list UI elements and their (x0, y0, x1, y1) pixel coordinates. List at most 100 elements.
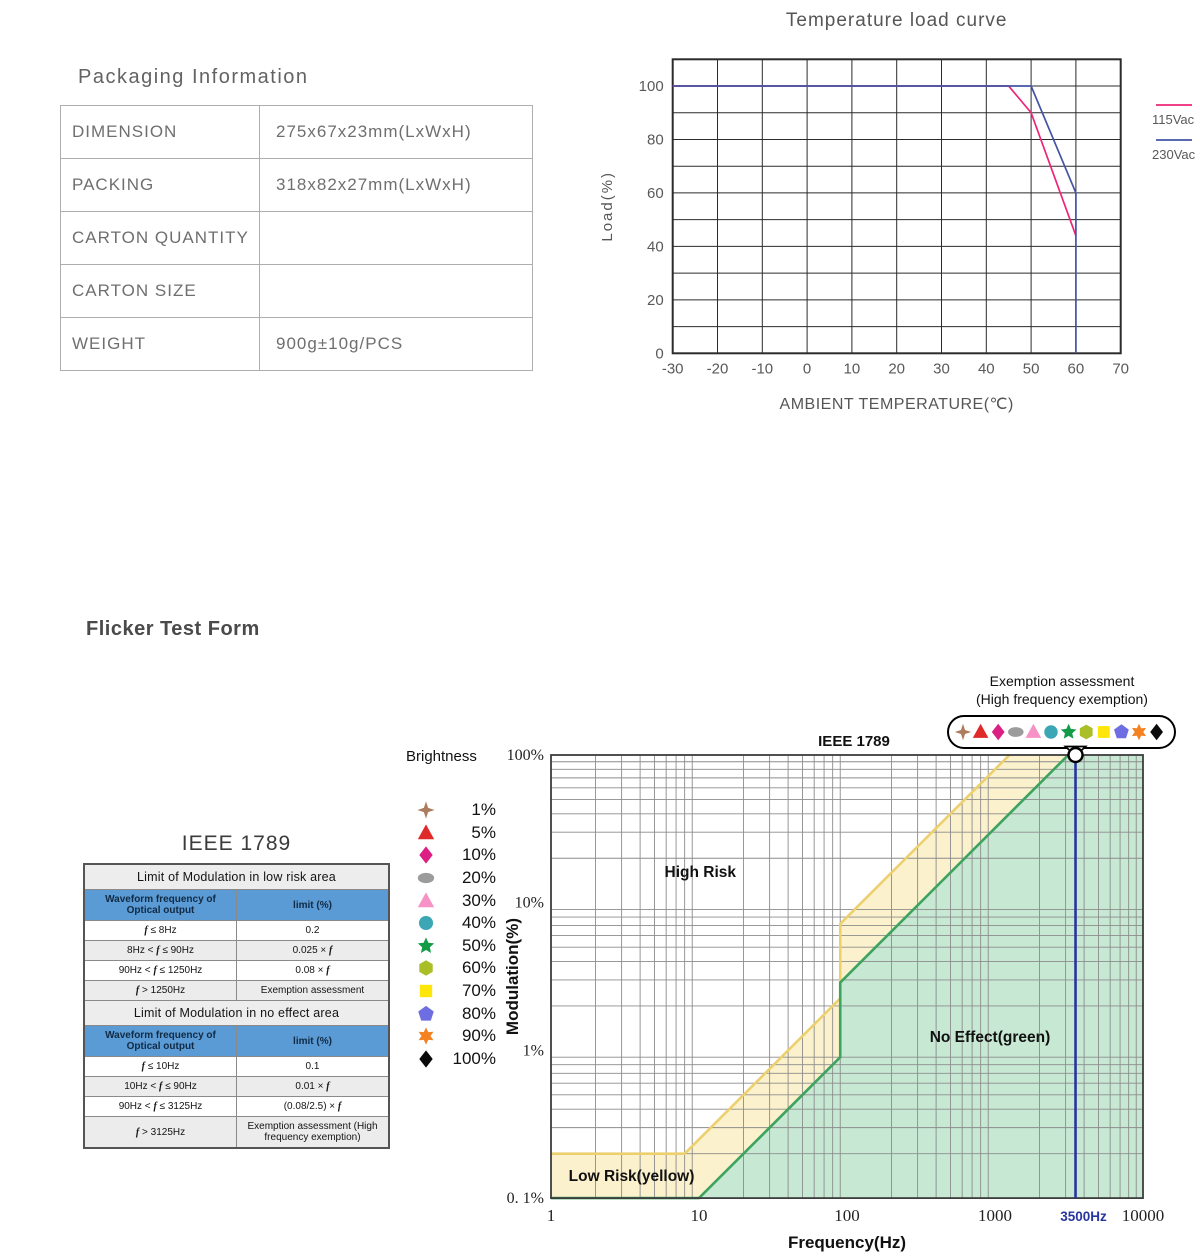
temp-chart-title: Temperature load curve (786, 10, 1008, 31)
diamond-marker-icon (419, 1050, 433, 1068)
temp-grid (672, 58, 1122, 354)
temp-legend-label: 115Vac (1152, 112, 1195, 127)
region-label: Low Risk(yellow) (569, 1168, 695, 1185)
exemption-marker-circle (1044, 725, 1058, 739)
modulation-frequency-cell: 90Hz < f ≤ 3125Hz (83, 1096, 237, 1117)
circle-marker-icon (418, 916, 434, 931)
region-label: No Effect(green) (930, 1029, 1051, 1046)
modulation-row-1-0: f ≤ 10Hz 0.1 (83, 1056, 390, 1077)
modulation-frequency-cell: 90Hz < f ≤ 1250Hz (83, 960, 237, 981)
diamond-marker-icon (419, 846, 433, 865)
brightness-legend-item: 30% (404, 889, 496, 912)
modulation-table-title: IEEE 1789 (181, 832, 292, 855)
temp-plot-border (671, 58, 1122, 355)
modulation-row-0-0: f ≤ 8Hz 0.2 (83, 920, 390, 941)
temp-xtick-label: 30 (933, 360, 950, 377)
modulation-col-header-limit: limit (%) (236, 1025, 390, 1057)
temp-xtick-label: 70 (1112, 360, 1129, 377)
packaging-section: Packaging Information DIMENSION 275x67x23… (60, 66, 535, 371)
temp-xtick-label: 20 (888, 360, 905, 377)
brightness-legend-item: 20% (404, 867, 496, 890)
brightness-item-label: 50% (461, 935, 496, 955)
brightness-item-label: 20% (461, 868, 496, 888)
temp-ytick-label: 100 (639, 78, 664, 95)
packaging-table: DIMENSION 275x67x23mm(LxWxH) PACKING 318x82… (60, 105, 533, 371)
flicker-ytick-label: 1% (523, 1042, 544, 1059)
packaging-value (259, 264, 533, 318)
modulation-limit-cell: 0.2 (236, 920, 390, 941)
ieee1789-flicker-chart: High Risk No Effect(green) Low Risk(yellow… (503, 673, 1176, 1252)
brightness-item-label: 90% (461, 1026, 496, 1046)
flicker-section-title: Flicker Test Form (86, 618, 260, 640)
temp-xtick-label: -20 (707, 360, 729, 377)
brightness-legend-items: 1% 5% 10% 20% 30% 40% 50% 60% 70% 80% 90% 100% (404, 799, 496, 1070)
region-label: High Risk (665, 864, 737, 881)
modulation-limit-cell: 0.1 (236, 1056, 390, 1077)
packaging-row-0: DIMENSION 275x67x23mm(LxWxH) (60, 105, 533, 159)
brightness-marker-diamond (419, 1050, 433, 1068)
temp-legend: 115Vac 230Vac (1152, 104, 1196, 162)
temp-xaxis-label: AMBIENT TEMPERATURE(℃) (780, 396, 1014, 413)
flicker-xtick-label: 1 (547, 1206, 556, 1225)
packaging-row-1: PACKING 318x82x27mm(LxWxH) (60, 158, 533, 212)
flicker-ytick-label: 0. 1% (507, 1190, 544, 1207)
modulation-frequency-cell: 8Hz < f ≤ 90Hz (83, 940, 237, 961)
modulation-limit-cell: Exemption assessment (236, 980, 390, 1001)
brightness-legend-item: 5% (404, 822, 496, 845)
packaging-row-3: CARTON SIZE (60, 264, 533, 318)
modulation-frequency-cell: f > 3125Hz (83, 1116, 237, 1149)
modulation-limit-cell: (0.08/2.5) × f (236, 1096, 390, 1117)
brightness-legend-item: 70% (404, 980, 496, 1003)
triangle-marker-icon (417, 892, 435, 907)
packaging-row-4: WEIGHT 900g±10g/PCS (60, 317, 533, 371)
brightness-legend-item: 50% (404, 935, 496, 958)
low-risk-region (551, 755, 1069, 1199)
flicker-ytick-label: 100% (507, 747, 544, 764)
brightness-legend-item: 10% (404, 844, 496, 867)
temp-xtick-label: 60 (1068, 360, 1085, 377)
exemption-marker-ellipse (1008, 727, 1024, 737)
brightness-legend-item: 90% (404, 1025, 496, 1048)
modulation-frequency-cell: 10Hz < f ≤ 90Hz (83, 1076, 237, 1097)
modulation-row-0-2: 90Hz < f ≤ 1250Hz 0.08 × f (83, 960, 390, 981)
packaging-value: 275x67x23mm(LxWxH) (259, 105, 533, 159)
temp-ytick-label: 20 (647, 292, 664, 309)
temp-series-115Vac (672, 85, 1077, 236)
brightness-marker-triangle (417, 824, 435, 840)
brightness-item-label: 60% (461, 958, 496, 978)
temp-ytick-label: 40 (647, 238, 664, 255)
modulation-section-header: Limit of Modulation in no effect area (83, 1000, 390, 1026)
hexagon-marker-icon (419, 960, 433, 977)
modulation-limit-cell: 0.025 × f (236, 940, 390, 961)
flicker-plot-border (550, 754, 1144, 1200)
exemption-marker-triangle (1025, 723, 1042, 738)
brightness-marker-star5 (417, 937, 435, 953)
temp-series-230Vac (672, 85, 1077, 354)
modulation-limit-table: Limit of Modulation in low risk area Wave… (83, 863, 390, 1149)
exemption-assessment-label-line1: Exemption assessment (990, 673, 1135, 689)
packaging-label: WEIGHT (60, 317, 260, 371)
exemption-marker-triangle (972, 723, 989, 738)
temp-legend-label: 230Vac (1152, 147, 1196, 162)
flicker-ytick-label: 10% (515, 895, 544, 912)
packaging-label: DIMENSION (60, 105, 260, 159)
modulation-limit-cell: 0.01 × f (236, 1076, 390, 1097)
modulation-frequency-cell: f ≤ 8Hz (83, 920, 237, 941)
brightness-item-label: 1% (471, 800, 496, 820)
exemption-marker-hexagon (1079, 724, 1093, 740)
flicker-chart-title: IEEE 1789 (818, 733, 890, 750)
modulation-row-1-1: 10Hz < f ≤ 90Hz 0.01 × f (83, 1076, 390, 1097)
brightness-marker-circle (418, 916, 434, 931)
exemption-marker-star4 (954, 723, 972, 741)
exemption-marker-star5 (1060, 723, 1077, 739)
brightness-item-label: 5% (471, 822, 496, 842)
brightness-marker-square (419, 984, 433, 998)
brightness-marker-star4 (417, 801, 435, 819)
modulation-frequency-cell: f ≤ 10Hz (83, 1056, 237, 1077)
packaging-row-2: CARTON QUANTITY (60, 211, 533, 265)
temp-xtick-label: 0 (803, 360, 811, 377)
modulation-col-header-frequency: Waveform frequency of Optical output (83, 889, 237, 921)
frequency-marker-label: 3500Hz (1060, 1209, 1107, 1224)
packaging-value: 900g±10g/PCS (259, 317, 533, 371)
exemption-marker-diamond (991, 723, 1005, 741)
